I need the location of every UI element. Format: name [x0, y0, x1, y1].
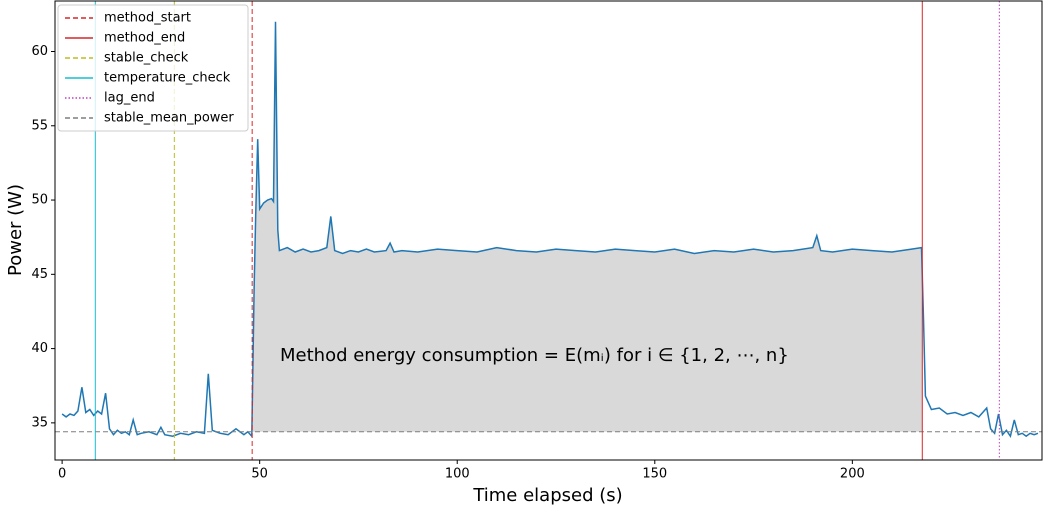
y-tick-label: 35 [31, 415, 48, 430]
x-tick-label: 150 [642, 467, 667, 482]
energy-area [252, 21, 923, 432]
x-axis-label: Time elapsed (s) [472, 485, 622, 506]
y-tick-label: 60 [31, 44, 48, 59]
legend-label: method_end [104, 31, 185, 46]
y-tick-label: 55 [31, 118, 48, 133]
annotation: Method energy consumption = E(mᵢ) for i … [280, 345, 789, 366]
plot-frame [54, 0, 1043, 461]
power-line [61, 21, 1039, 439]
legend-label: lag_end [104, 91, 155, 106]
x-tick-label: 0 [58, 467, 66, 482]
x-tick-label: 200 [840, 467, 865, 482]
legend-label: method_start [104, 11, 191, 26]
y-tick-label: 50 [31, 193, 48, 208]
y-axis-label: Power (W) [5, 184, 26, 276]
legend-label: stable_mean_power [104, 111, 234, 126]
legend-box [57, 4, 249, 132]
legend-label: stable_check [104, 51, 189, 66]
x-tick-label: 50 [251, 467, 268, 482]
y-tick-label: 40 [31, 341, 48, 356]
y-tick-label: 45 [31, 267, 48, 282]
legend-label: temperature_check [104, 71, 231, 86]
x-tick-label: 100 [445, 467, 470, 482]
